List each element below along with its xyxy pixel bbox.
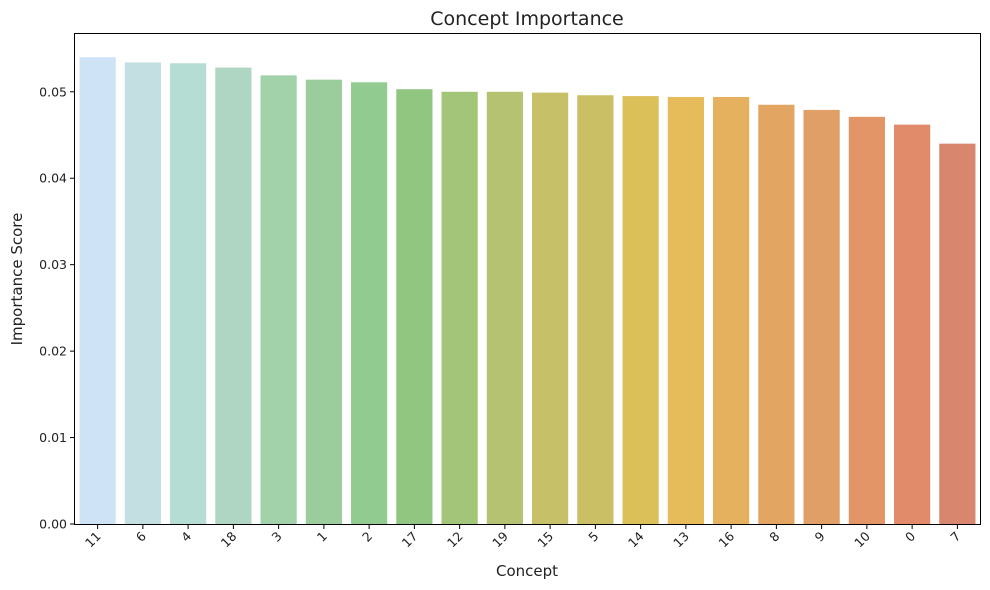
x-tick-label: 14 (625, 528, 647, 550)
x-tick-label: 6 (133, 528, 149, 544)
x-tick-label: 8 (766, 528, 782, 544)
x-tick-label: 10 (851, 528, 873, 550)
bar-concept-3 (260, 75, 297, 525)
bar-concept-16 (713, 96, 750, 524)
x-tick-label: 4 (178, 528, 194, 544)
x-tick-label: 13 (670, 529, 692, 551)
bar-concept-11 (79, 57, 116, 524)
bar-concept-18 (215, 67, 252, 524)
chart-title: Concept Importance (430, 8, 624, 30)
x-tick-label: 17 (399, 529, 421, 551)
x-tick-label: 0 (902, 528, 918, 544)
y-tick-label: 0.04 (39, 171, 67, 186)
bar-concept-7 (939, 143, 976, 524)
bar-concept-2 (351, 82, 388, 525)
bar-concept-4 (170, 63, 207, 524)
bar-concept-13 (667, 96, 704, 524)
x-axis-ticks: 11 6 4 18 3 1 2 17 12 19 15 5 14 13 16 8 9 10 0 7 (82, 524, 963, 551)
y-tick-label: 0.03 (39, 257, 67, 272)
y-tick-label: 0.00 (39, 517, 67, 532)
x-tick-label: 18 (218, 528, 240, 550)
bar-concept-12 (441, 91, 478, 524)
x-axis-label: Concept (496, 562, 558, 580)
bar-concept-1 (305, 79, 342, 525)
plot-frame (74, 33, 981, 525)
bar-concept-5 (577, 95, 614, 525)
bar-concept-10 (848, 116, 885, 524)
x-tick-label: 2 (359, 529, 375, 545)
x-tick-label: 5 (585, 529, 601, 545)
x-tick-label: 3 (269, 529, 285, 545)
x-tick-label: 15 (534, 529, 556, 551)
y-tick-label: 0.02 (39, 344, 67, 359)
y-axis-ticks: 0.00 0.01 0.02 0.03 0.04 0.05 (39, 84, 75, 532)
bars-group (79, 57, 976, 525)
bar-concept-19 (486, 91, 523, 524)
bar-concept-17 (396, 89, 433, 524)
x-tick-label: 16 (715, 528, 737, 550)
bar-concept-8 (758, 104, 795, 524)
x-tick-label: 19 (489, 528, 511, 550)
bar-concept-14 (622, 96, 659, 524)
y-tick-label: 0.01 (39, 430, 67, 445)
y-axis-label: Importance Score (8, 213, 26, 346)
x-tick-label: 1 (314, 529, 330, 545)
x-tick-label: 9 (812, 528, 828, 544)
bar-concept-0 (894, 124, 931, 524)
bar-concept-6 (124, 62, 161, 524)
x-tick-label: 7 (947, 529, 963, 545)
x-tick-label: 12 (444, 529, 466, 551)
y-tick-label: 0.05 (39, 84, 67, 99)
x-tick-label: 11 (82, 529, 104, 551)
bar-concept-9 (803, 109, 840, 525)
bar-concept-15 (532, 92, 569, 525)
